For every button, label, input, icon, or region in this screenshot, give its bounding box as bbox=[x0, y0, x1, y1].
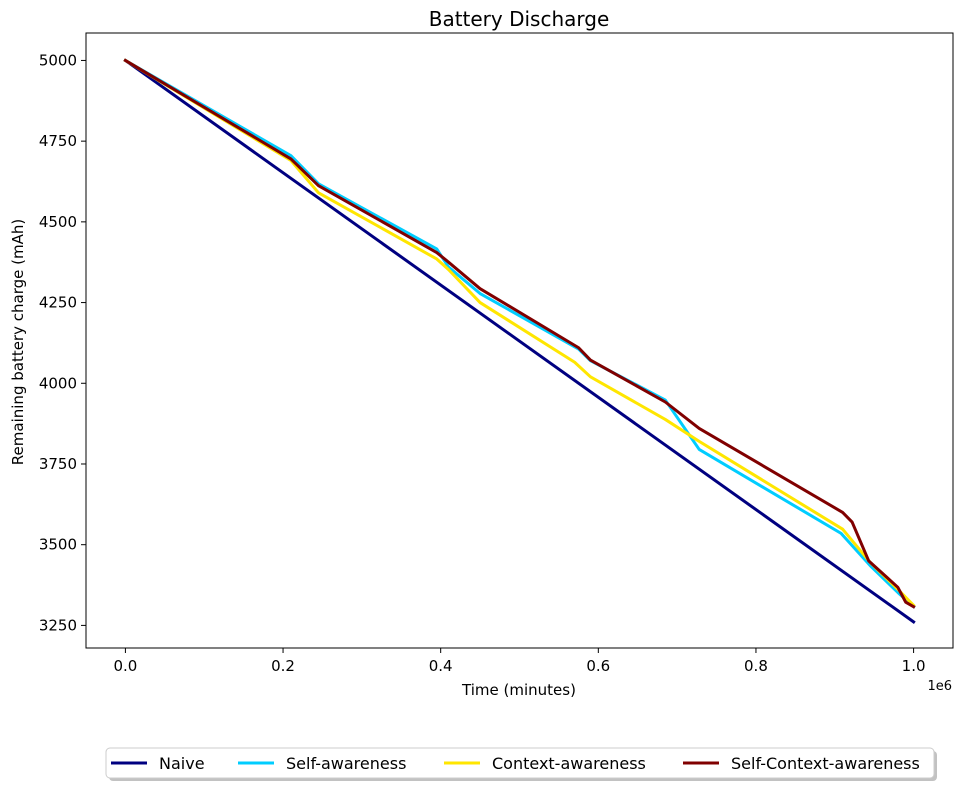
y-axis-label: Remaining battery charge (mAh) bbox=[9, 219, 27, 465]
legend-label-naive: Naive bbox=[159, 754, 205, 773]
y-axis-ticks: 3250 3500 3750 4000 4250 4500 4750 5000 bbox=[39, 51, 86, 634]
x-axis-label: Time (minutes) bbox=[461, 681, 576, 699]
y-tick-label: 3500 bbox=[39, 536, 77, 554]
x-tick-label: 0.8 bbox=[744, 657, 768, 675]
y-tick-label: 3750 bbox=[39, 455, 77, 473]
x-tick-label: 0.6 bbox=[586, 657, 610, 675]
plot-area-border bbox=[85, 32, 954, 649]
x-axis-ticks: 0.0 0.2 0.4 0.6 0.8 1.0 bbox=[113, 648, 926, 675]
plot-frame bbox=[85, 32, 954, 649]
chart-title: Battery Discharge bbox=[429, 7, 610, 31]
x-tick-label: 0.4 bbox=[429, 657, 453, 675]
series-line-context-awareness bbox=[123, 58, 916, 608]
y-tick-label: 4750 bbox=[39, 132, 77, 150]
legend-label-context-awareness: Context-awareness bbox=[492, 754, 646, 773]
series-layer bbox=[123, 58, 916, 624]
y-tick-label: 4250 bbox=[39, 294, 77, 312]
series-line-naive bbox=[123, 58, 916, 624]
legend-label-self-awareness: Self-awareness bbox=[286, 754, 406, 773]
x-axis-offset-text: 1e6 bbox=[927, 679, 952, 694]
legend: Naive Self-awareness Context-awareness Self… bbox=[105, 747, 937, 781]
legend-box bbox=[105, 747, 935, 779]
series-line-self-context-awareness bbox=[123, 58, 916, 609]
y-tick-label: 4500 bbox=[39, 213, 77, 231]
x-tick-label: 0.2 bbox=[271, 657, 295, 675]
x-tick-label: 0.0 bbox=[113, 657, 137, 675]
legend-label-self-context-awareness: Self-Context-awareness bbox=[731, 754, 920, 773]
y-tick-label: 5000 bbox=[39, 51, 77, 69]
series-line-self-awareness bbox=[123, 58, 916, 609]
y-tick-label: 4000 bbox=[39, 374, 77, 392]
y-tick-label: 3250 bbox=[39, 616, 77, 634]
x-tick-label: 1.0 bbox=[902, 657, 926, 675]
